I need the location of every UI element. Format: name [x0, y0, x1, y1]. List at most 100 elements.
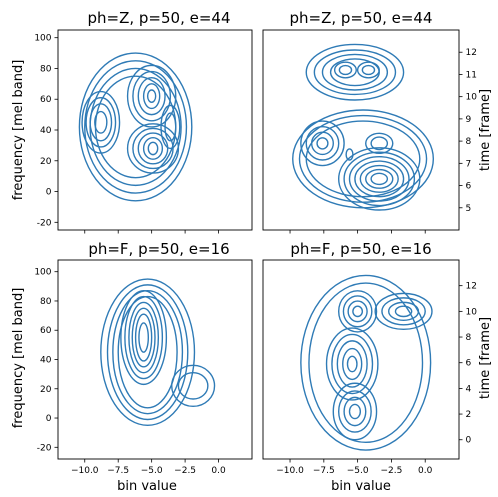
contour-line [78, 52, 193, 202]
y-axis-label: time [frame] [478, 317, 493, 399]
x-tick-label: 0.0 [211, 466, 226, 476]
y-tick-label: 0 [46, 414, 52, 424]
contour-line [365, 168, 394, 189]
contour-line [100, 278, 196, 427]
contour-line [94, 75, 177, 179]
contour-line [132, 127, 174, 170]
contour-line [394, 305, 413, 318]
panel-bottom-right: ph=F, p=50, e=16 time [frame] bin value … [262, 240, 493, 494]
contour-line [128, 301, 160, 374]
y-tick-label: 60 [40, 326, 52, 336]
contour-line [342, 295, 373, 328]
y-axis-label: frequency [mel band] [11, 60, 26, 201]
panel-title: ph=Z, p=50, e=44 [289, 9, 432, 27]
contour-line [343, 396, 367, 427]
contour-line [354, 160, 405, 198]
contour-line [310, 131, 334, 156]
y-tick-label: 2 [466, 410, 472, 420]
x-tick-label: −5.0 [141, 466, 163, 476]
contour-line [146, 89, 157, 104]
contour-line [361, 64, 376, 76]
contour-line [147, 141, 159, 156]
contour-line [137, 132, 169, 165]
y-tick-label: 20 [40, 385, 52, 395]
y-tick-label: 10 [466, 93, 478, 103]
y-tick-label: 11 [466, 70, 477, 80]
contour-group [300, 274, 433, 451]
contour-line [325, 327, 379, 401]
contour-line [348, 155, 410, 202]
panel-top-right: ph=Z, p=50, e=44 time [frame] 5 6 7 8 9 10 11 1… [262, 9, 493, 234]
contour-line [336, 340, 368, 388]
contour-line [332, 382, 378, 441]
contour-line [346, 355, 358, 373]
x-tick-label: −10.0 [276, 466, 304, 476]
y-tick-label: 40 [40, 126, 52, 136]
contour-line [84, 60, 188, 194]
contour-line [365, 132, 394, 155]
contour-line [164, 112, 177, 142]
contour-line [345, 148, 354, 161]
contour-line [374, 292, 433, 331]
contour-line [359, 164, 399, 193]
contour-line [337, 390, 372, 433]
y-axis-label: time [frame] [478, 89, 493, 171]
x-tick-label: −5.0 [347, 466, 369, 476]
x-tick-label: −7.5 [313, 466, 335, 476]
contour-line [171, 364, 216, 408]
contour-line [348, 403, 362, 420]
contour-group [78, 52, 193, 202]
contour-line [347, 300, 368, 323]
x-tick-label: −2.5 [174, 466, 196, 476]
contour-line [313, 49, 397, 96]
panel-bottom-left: ph=F, p=50, e=16 frequency [mel band] bi… [11, 240, 253, 494]
contour-line [85, 96, 117, 148]
y-tick-label: 6 [466, 182, 472, 192]
contour-line [331, 333, 374, 395]
contour-line [381, 297, 426, 326]
contour-line [370, 136, 389, 151]
x-axis-label: bin value [117, 479, 177, 494]
panel-title: ph=Z, p=50, e=44 [87, 9, 230, 27]
contour-line [126, 123, 180, 174]
x-tick-label: −2.5 [380, 466, 402, 476]
contour-line [308, 282, 424, 444]
y-tick-label: 20 [40, 157, 52, 167]
y-tick-label: 7 [466, 159, 472, 169]
contour-line [338, 64, 353, 76]
x-tick-label: 0.0 [418, 466, 433, 476]
contour-line [134, 313, 153, 362]
contour-line [343, 151, 416, 207]
y-tick-label: 10 [466, 307, 478, 317]
y-tick-label: 4 [466, 384, 472, 394]
contour-line [126, 64, 177, 128]
y-tick-label: 5 [466, 204, 472, 214]
y-tick-label: 12 [466, 48, 477, 58]
contour-line [356, 61, 380, 79]
contour-line [132, 70, 172, 122]
y-tick-label: 0 [46, 188, 52, 198]
contour-line [305, 125, 340, 161]
y-tick-label: 8 [466, 333, 472, 343]
contour-line [124, 295, 164, 380]
contour-line [94, 110, 108, 134]
y-tick-label: -20 [37, 443, 52, 453]
panel-title: ph=F, p=50, e=16 [290, 240, 431, 258]
contour-line [388, 301, 420, 322]
plot-frame [262, 259, 460, 460]
y-tick-label: 0 [466, 436, 472, 446]
y-tick-label: 80 [40, 297, 52, 307]
contour-line [352, 305, 364, 318]
y-tick-label: 100 [34, 34, 51, 44]
contour-line [321, 53, 389, 91]
contour-line [316, 137, 329, 150]
y-tick-label: 80 [40, 64, 52, 74]
y-tick-label: 60 [40, 95, 52, 105]
y-axis-label: frequency [mel band] [11, 288, 26, 429]
contour-line [138, 322, 150, 353]
contour-line [81, 90, 121, 154]
contour-line [160, 104, 181, 150]
x-tick-label: −10.0 [71, 466, 99, 476]
contour-line [117, 295, 178, 409]
